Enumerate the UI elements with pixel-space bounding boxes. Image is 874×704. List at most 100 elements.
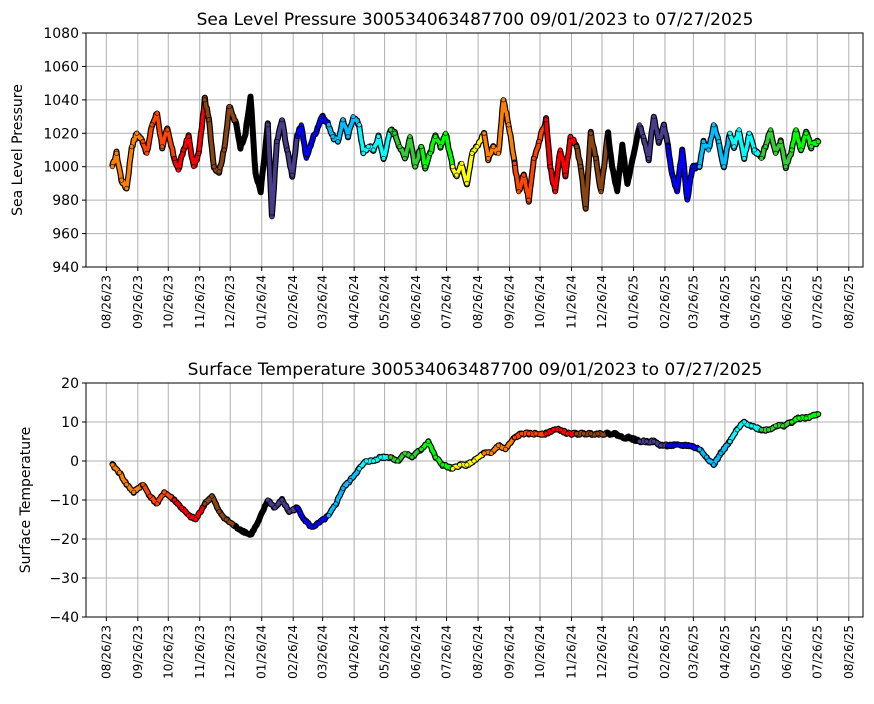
pressure-data-point — [641, 134, 647, 140]
temperature-y-axis-label: Surface Temperature — [18, 427, 34, 573]
pressure-x-tick-label: 04/26/25 — [718, 275, 732, 329]
pressure-data-point — [129, 144, 135, 150]
pressure-y-tick-label: 940 — [52, 260, 79, 276]
pressure-y-tick-label: 960 — [52, 227, 79, 243]
pressure-data-point — [469, 150, 475, 156]
temperature-data-point — [286, 509, 292, 515]
pressure-data-point — [248, 94, 254, 100]
temperature-data-point — [308, 524, 314, 530]
pressure-x-tick-label: 08/26/24 — [471, 275, 485, 329]
temperature-x-tick-label: 08/26/25 — [842, 625, 856, 679]
temperature-data-point — [789, 419, 795, 425]
pressure-data-point — [798, 147, 804, 153]
temperature-data-point — [543, 431, 549, 437]
pressure-x-tick-label: 04/26/24 — [347, 275, 361, 329]
temperature-data-point — [147, 493, 153, 499]
pressure-data-point — [815, 139, 821, 145]
temperature-data-point — [370, 458, 376, 464]
temperature-data-point — [780, 423, 786, 429]
temperature-data-point — [326, 513, 332, 519]
pressure-data-point — [237, 144, 243, 150]
temperature-data-point — [533, 431, 539, 437]
pressure-chart-title: Sea Level Pressure 300534063487700 09/01… — [197, 10, 754, 30]
pressure-x-tick-label: 08/26/23 — [99, 275, 113, 329]
pressure-y-tick-label: 1040 — [43, 93, 79, 109]
pressure-data-point — [402, 155, 408, 161]
pressure-data-point — [226, 104, 232, 110]
pressure-data-point — [265, 122, 271, 128]
temperature-data-point — [658, 442, 664, 448]
pressure-data-point — [536, 139, 542, 145]
pressure-data-point — [407, 134, 413, 140]
temperature-data-point — [718, 450, 724, 456]
pressure-data-point — [500, 97, 506, 103]
pressure-data-point — [490, 144, 496, 150]
pressure-data-point — [140, 139, 146, 145]
pressure-y-axis-label: Sea Level Pressure — [10, 84, 26, 216]
temperature-x-tick-label: 12/26/23 — [223, 625, 237, 679]
pressure-data-point — [768, 127, 774, 133]
pressure-data-point — [298, 122, 304, 128]
pressure-data-point — [375, 134, 381, 140]
temperature-data-point — [377, 454, 383, 460]
temperature-y-tick-label: −30 — [49, 571, 79, 587]
pressure-data-point — [567, 134, 573, 140]
temperature-data-point — [502, 446, 508, 452]
temperature-data-point — [588, 431, 594, 437]
pressure-data-point — [665, 144, 671, 150]
pressure-data-point — [350, 114, 356, 120]
pressure-data-point — [727, 130, 733, 136]
temperature-x-tick-label: 11/26/24 — [564, 625, 578, 679]
temperature-data-point — [512, 435, 518, 441]
pressure-data-point — [674, 189, 680, 195]
temperature-data-point — [734, 427, 740, 433]
pressure-data-point — [335, 139, 341, 145]
pressure-data-point — [773, 150, 779, 156]
pressure-data-point — [783, 164, 789, 170]
temperature-y-tick-label: 10 — [61, 415, 79, 431]
pressure-data-point — [716, 139, 722, 145]
pressure-y-tick-label: 980 — [52, 193, 79, 209]
pressure-data-point — [450, 164, 456, 170]
pressure-data-point — [562, 172, 568, 178]
pressure-data-point — [526, 197, 532, 203]
pressure-data-point — [171, 155, 177, 161]
pressure-data-point — [412, 164, 418, 170]
temperature-data-point — [109, 462, 115, 468]
temperature-x-tick-label: 07/26/25 — [810, 625, 824, 679]
temperature-data-point — [316, 520, 322, 526]
pressure-data-point — [516, 189, 522, 195]
pressure-data-point — [294, 134, 300, 140]
pressure-data-point — [593, 155, 599, 161]
pressure-data-point — [340, 117, 346, 123]
pressure-data-point — [485, 155, 491, 161]
pressure-data-point — [202, 97, 208, 103]
temperature-data-point — [294, 505, 300, 511]
pressure-series-segment-0 — [110, 131, 145, 191]
pressure-data-point — [689, 164, 695, 170]
pressure-x-tick-label: 10/26/23 — [161, 275, 175, 329]
pressure-data-point — [741, 155, 747, 161]
pressure-data-point — [636, 122, 642, 128]
pressure-data-point — [124, 185, 130, 191]
pressure-data-point — [598, 189, 604, 195]
pressure-data-point — [144, 150, 150, 156]
pressure-data-point — [330, 134, 336, 140]
pressure-data-point — [269, 214, 275, 220]
pressure-data-point — [531, 155, 537, 161]
pressure-data-point — [495, 150, 501, 156]
pressure-data-point — [808, 144, 814, 150]
pressure-series-segment-21 — [759, 129, 794, 170]
temperature-data-point — [679, 442, 685, 448]
temperature-data-point — [395, 458, 401, 464]
pressure-data-point — [149, 122, 155, 128]
temperature-data-point — [340, 485, 346, 491]
temperature-data-point — [727, 438, 733, 444]
temperature-data-point — [186, 513, 192, 519]
temperature-data-point — [711, 462, 717, 468]
pressure-x-tick-label: 05/26/24 — [378, 275, 392, 329]
pressure-data-point — [629, 155, 635, 161]
pressure-data-point — [206, 117, 212, 123]
pressure-x-tick-label: 12/26/23 — [223, 275, 237, 329]
